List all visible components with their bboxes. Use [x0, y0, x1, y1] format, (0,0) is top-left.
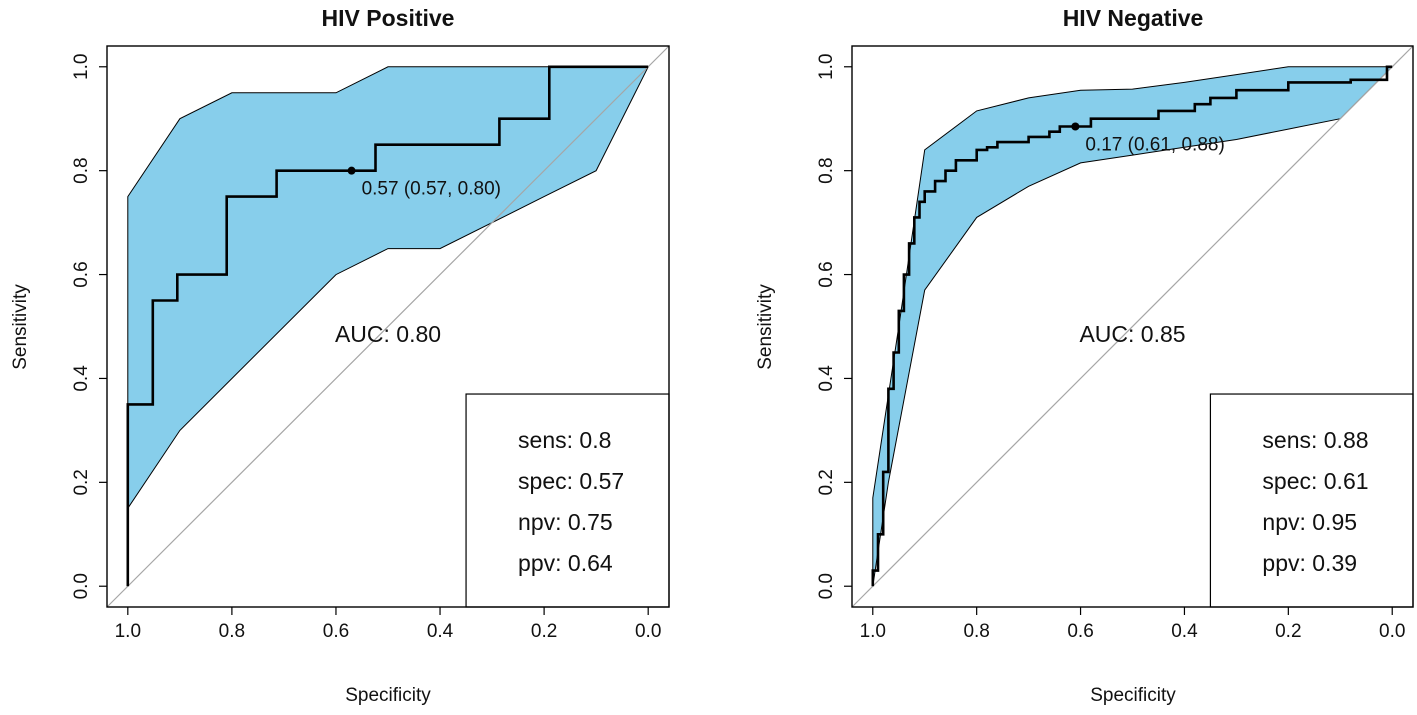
roc-curve — [871, 65, 1393, 587]
y-tick-label: 0.4 — [816, 365, 837, 392]
y-axis-label: Sensitivity — [755, 284, 776, 370]
y-tick-label: 1.0 — [816, 54, 837, 80]
panel-hiv-positive: HIV Positive Specificity Sensitivity 0.5… — [10, 5, 670, 706]
confidence-band — [872, 66, 1394, 587]
x-tick-label: 0.8 — [963, 621, 989, 642]
y-tick-label: 0.4 — [71, 365, 92, 392]
plot-frame — [851, 45, 1414, 608]
stat-line: npv: 0.75 — [518, 509, 613, 535]
x-tick-label: 0.4 — [427, 621, 454, 642]
y-tick-label: 0.8 — [816, 157, 837, 183]
stat-line: spec: 0.61 — [1262, 468, 1368, 494]
diagonal-reference-line — [851, 45, 1414, 608]
y-tick-label: 0.6 — [71, 261, 92, 287]
x-tick-label: 0.2 — [1275, 621, 1301, 642]
diagonal-reference-line — [106, 45, 670, 608]
stat-line: sens: 0.88 — [1262, 427, 1368, 453]
plot-frame — [106, 45, 670, 608]
x-axis-label: Specificity — [1090, 685, 1176, 706]
x-tick-label: 0.8 — [219, 621, 245, 642]
x-tick-label: 0.2 — [531, 621, 557, 642]
stats-box: sens: 0.88 spec: 0.61 npv: 0.95 ppv: 0.39 — [1209, 393, 1414, 608]
x-tick-label: 0.0 — [635, 621, 661, 642]
y-tick-label: 0.2 — [816, 469, 837, 495]
y-tick-label: 0.8 — [71, 157, 92, 183]
threshold-label: 0.57 (0.57, 0.80) — [362, 179, 501, 200]
stats-box: sens: 0.8 spec: 0.57 npv: 0.75 ppv: 0.64 — [465, 393, 670, 608]
stat-line: npv: 0.95 — [1262, 509, 1357, 535]
stat-line: ppv: 0.64 — [518, 550, 613, 576]
chart-title: HIV Negative — [1063, 5, 1204, 31]
stat-line: sens: 0.8 — [518, 427, 611, 453]
threshold-point — [1071, 122, 1080, 131]
y-tick-label: 0.0 — [816, 573, 837, 599]
x-tick-label: 1.0 — [860, 621, 886, 642]
y-axis-label: Sensitivity — [10, 284, 31, 370]
stats-box-frame — [1209, 393, 1414, 608]
y-tick-label: 1.0 — [71, 54, 92, 80]
x-tick-label: 0.6 — [323, 621, 349, 642]
x-tick-label: 1.0 — [115, 621, 141, 642]
x-axis-label: Specificity — [345, 685, 431, 706]
roc-curve — [126, 65, 649, 587]
auc-label: AUC: 0.85 — [1079, 321, 1185, 347]
auc-label: AUC: 0.80 — [335, 321, 441, 347]
chart-title: HIV Positive — [322, 5, 455, 31]
confidence-band — [127, 66, 650, 510]
stat-line: ppv: 0.39 — [1262, 550, 1357, 576]
stats-box-frame — [465, 393, 670, 608]
threshold-label: 0.17 (0.61, 0.88) — [1085, 135, 1224, 156]
y-tick-label: 0.2 — [71, 469, 92, 495]
panel-hiv-negative: HIV Negative Specificity Sensitivity 0.1… — [755, 5, 1414, 706]
threshold-point — [347, 166, 356, 175]
y-tick-label: 0.0 — [71, 573, 92, 599]
x-tick-label: 0.6 — [1067, 621, 1093, 642]
x-tick-label: 0.4 — [1171, 621, 1198, 642]
stat-line: spec: 0.57 — [518, 468, 624, 494]
y-tick-label: 0.6 — [816, 261, 837, 287]
x-tick-label: 0.0 — [1379, 621, 1405, 642]
